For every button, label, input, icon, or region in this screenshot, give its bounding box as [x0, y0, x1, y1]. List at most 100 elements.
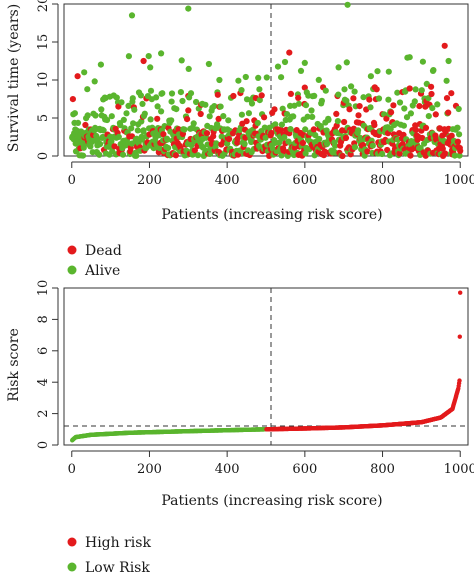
alive-point: [147, 116, 154, 123]
alive-point: [430, 67, 437, 74]
alive-point: [297, 67, 305, 74]
risk-y-tick-label: 0: [36, 441, 51, 449]
alive-point: [125, 102, 132, 109]
alive-point: [129, 95, 136, 102]
alive-point: [79, 152, 87, 159]
dead-point: [355, 112, 362, 119]
alive-point: [164, 136, 171, 143]
alive-point: [295, 100, 303, 107]
dead-point: [390, 102, 397, 109]
high-risk-point: [457, 378, 462, 383]
alive-point: [202, 101, 209, 108]
dead-point: [339, 152, 346, 160]
dead-point: [422, 124, 430, 131]
dead-point: [140, 57, 147, 65]
alive-point: [98, 106, 105, 113]
survival-legend: Dead Alive: [67, 243, 122, 279]
alive-point: [137, 92, 144, 99]
risk-y-axis-label: Risk score: [6, 328, 22, 402]
risk-y-tick-label: 4: [36, 378, 51, 386]
alive-point: [343, 97, 350, 104]
alive-point: [168, 98, 175, 105]
alive-point: [104, 116, 111, 124]
legend-dead-marker: [67, 245, 77, 255]
alive-point: [456, 131, 463, 138]
alive-point: [245, 110, 252, 117]
dead-point: [291, 144, 298, 151]
dead-point: [373, 86, 380, 93]
risk-score-panel: 0 200 400 600 800 1000 0 2 4 6 8 10 Risk score Pati…: [6, 280, 474, 509]
alive-point: [158, 108, 165, 115]
alive-point: [335, 64, 342, 71]
alive-point: [412, 86, 419, 93]
risk-x-tick-label: 600: [292, 462, 317, 477]
survival-points: [69, 1, 464, 160]
alive-point: [403, 114, 411, 121]
alive-point: [134, 127, 141, 134]
dead-point: [428, 90, 435, 98]
alive-point: [123, 110, 130, 117]
alive-point: [235, 77, 242, 84]
alive-point: [241, 140, 248, 148]
dead-point: [441, 42, 448, 49]
alive-point: [396, 99, 404, 106]
alive-point: [128, 125, 135, 132]
alive-point: [418, 87, 425, 94]
alive-point: [238, 87, 245, 94]
alive-point: [147, 87, 155, 94]
survival-x-tick-label: 800: [370, 173, 395, 188]
alive-point: [355, 127, 362, 134]
dead-point: [226, 135, 233, 143]
alive-point: [278, 121, 285, 128]
alive-point: [139, 136, 146, 143]
risk-x-tick-label: 800: [370, 462, 395, 477]
alive-point: [351, 144, 359, 151]
alive-point: [120, 116, 127, 123]
alive-point: [278, 152, 285, 159]
dead-point: [115, 103, 122, 110]
alive-point: [185, 65, 192, 72]
dead-point: [277, 126, 284, 133]
alive-point: [301, 59, 308, 66]
survival-y-tick-label: 5: [36, 114, 51, 122]
alive-point: [262, 134, 269, 141]
alive-point: [261, 124, 268, 131]
alive-point: [379, 150, 386, 158]
legend-low-risk-marker: [67, 562, 77, 572]
alive-point: [187, 90, 195, 97]
alive-point: [283, 111, 291, 118]
alive-point: [216, 76, 223, 84]
risk-x-axis-label: Patients (increasing risk score): [161, 493, 382, 509]
alive-point: [290, 113, 297, 120]
alive-point: [434, 101, 441, 108]
risk-y-tick-label: 2: [36, 409, 51, 417]
dead-point: [215, 115, 222, 122]
alive-point: [91, 78, 98, 85]
risk-x-tick-label: 400: [215, 462, 240, 477]
survival-x-tick-label: 0: [68, 173, 76, 188]
alive-point: [445, 57, 452, 65]
dead-point: [172, 152, 179, 159]
alive-point: [256, 86, 263, 93]
alive-point: [400, 122, 407, 129]
alive-point: [177, 89, 184, 96]
alive-point: [194, 152, 202, 159]
dead-point: [230, 92, 237, 100]
dead-point: [364, 148, 371, 155]
alive-point: [308, 107, 315, 114]
alive-point: [108, 138, 115, 145]
legend-high-risk-marker: [67, 537, 77, 547]
alive-point: [179, 97, 186, 105]
alive-point: [334, 118, 341, 125]
dead-point: [448, 90, 455, 97]
alive-point: [419, 58, 426, 65]
alive-point: [130, 120, 137, 127]
dead-point: [295, 94, 302, 101]
alive-point: [220, 113, 227, 120]
alive-point: [311, 92, 318, 99]
dead-point: [175, 126, 182, 133]
alive-point: [217, 103, 224, 110]
alive-point: [185, 5, 192, 12]
dead-point: [350, 95, 357, 102]
dead-point: [432, 111, 439, 118]
